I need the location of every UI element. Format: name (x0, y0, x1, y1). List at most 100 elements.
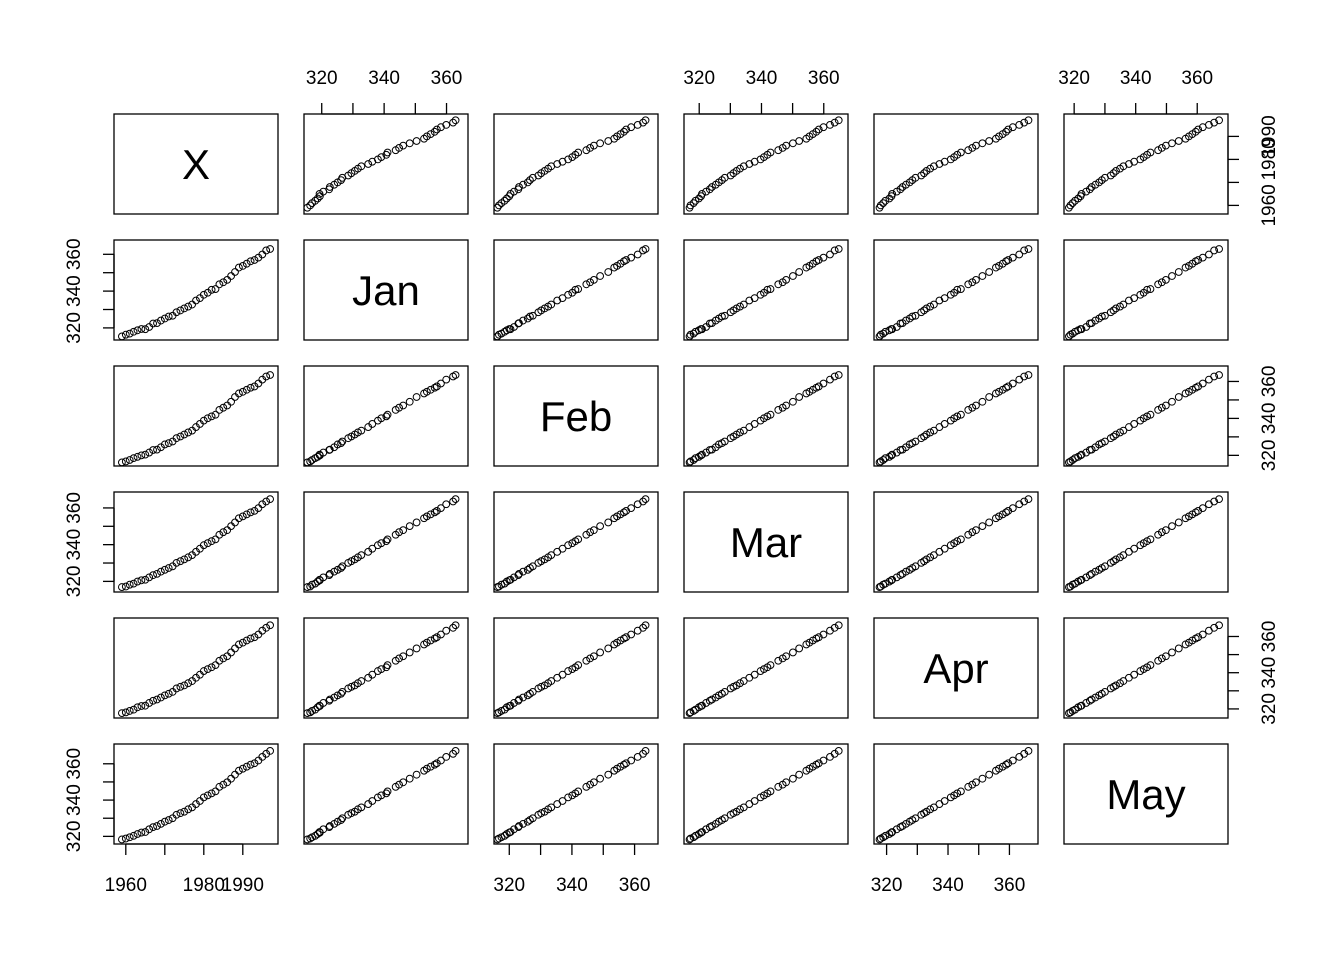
data-point (337, 439, 345, 448)
data-point (774, 406, 783, 414)
data-point (926, 302, 935, 311)
data-point (315, 450, 324, 459)
panel-apr-vs-apr: Apr (873, 617, 1039, 719)
data-point (442, 375, 451, 384)
data-point (596, 648, 605, 657)
data-point (180, 304, 189, 313)
data-point (1161, 275, 1170, 284)
tick-label: 1980 (183, 875, 225, 896)
data-point (1210, 372, 1219, 381)
data-point (1191, 127, 1200, 136)
data-point (149, 571, 158, 580)
data-point (795, 137, 804, 145)
data-point (1087, 695, 1096, 704)
data-point (1077, 190, 1086, 198)
data-point (357, 803, 366, 812)
data-point (1174, 137, 1183, 145)
data-point (1215, 621, 1223, 630)
data-point (357, 551, 366, 560)
data-point (1097, 312, 1106, 321)
diagonal-label-apr: Apr (923, 645, 988, 692)
data-point (1024, 495, 1033, 504)
panel-feb-vs-jan (493, 239, 659, 341)
data-point (1157, 144, 1166, 152)
data-point (876, 201, 885, 210)
data-point (141, 575, 150, 584)
data-point (493, 332, 502, 341)
data-point (368, 420, 377, 428)
data-point (184, 553, 193, 562)
data-point (235, 514, 243, 523)
data-point (164, 689, 173, 698)
data-point (553, 160, 562, 168)
data-point (708, 695, 716, 704)
data-point (1146, 535, 1155, 544)
panel-may-vs-feb (1063, 365, 1229, 467)
data-point (1077, 325, 1086, 334)
data-point (586, 144, 594, 152)
data-point (118, 583, 126, 591)
data-point (231, 518, 239, 527)
panel-jan-vs-feb (303, 365, 469, 467)
data-point (908, 312, 917, 321)
diagonal-label-may: May (1106, 771, 1185, 818)
data-point (153, 569, 161, 578)
data-point (739, 677, 748, 685)
data-point (357, 677, 366, 685)
panel-frame (683, 239, 849, 341)
data-point (902, 567, 910, 576)
data-point (515, 695, 523, 704)
data-point (395, 403, 404, 412)
data-point (121, 330, 130, 339)
data-point (589, 275, 598, 284)
data-point (231, 268, 239, 276)
data-point (620, 257, 628, 266)
data-point (1130, 544, 1139, 553)
data-point (129, 327, 138, 336)
data-point (184, 805, 193, 814)
tick-label: 360 (64, 492, 85, 524)
data-point (315, 190, 324, 198)
panel-frame (303, 365, 469, 467)
data-point (978, 522, 987, 531)
data-point (172, 434, 181, 443)
data-point (306, 201, 315, 210)
data-point (830, 372, 839, 381)
panels-layer: X Jan Feb Mar Apr May (113, 113, 1229, 845)
data-point (430, 760, 439, 769)
data-point (250, 256, 259, 264)
data-point (223, 778, 232, 787)
data-point (766, 285, 775, 293)
data-point (399, 652, 408, 661)
data-point (426, 762, 435, 771)
data-point (789, 272, 797, 280)
panel-apr-vs-mar (873, 491, 1039, 593)
data-point (368, 670, 377, 679)
data-point (582, 782, 591, 791)
panel-mar-vs-may (683, 743, 849, 845)
panel-frame (683, 491, 849, 593)
panel-frame (683, 743, 849, 845)
data-point (238, 764, 247, 773)
data-point (708, 822, 716, 830)
data-point (1210, 623, 1219, 632)
data-point (782, 778, 790, 787)
data-point (160, 440, 169, 449)
data-point (795, 770, 804, 779)
panel-frame (1063, 743, 1229, 845)
data-point (537, 809, 546, 818)
data-point (242, 762, 251, 771)
data-point (1168, 397, 1176, 406)
tick-label: 320 (1259, 693, 1280, 725)
data-point (739, 426, 748, 435)
data-point (789, 774, 797, 783)
data-point (1198, 253, 1207, 262)
data-point (1008, 379, 1017, 388)
data-point (995, 764, 1003, 773)
data-point (1215, 245, 1223, 253)
data-point (911, 562, 920, 571)
data-point (627, 630, 636, 639)
data-point (172, 810, 181, 819)
data-point (399, 141, 408, 150)
data-point (957, 285, 965, 293)
